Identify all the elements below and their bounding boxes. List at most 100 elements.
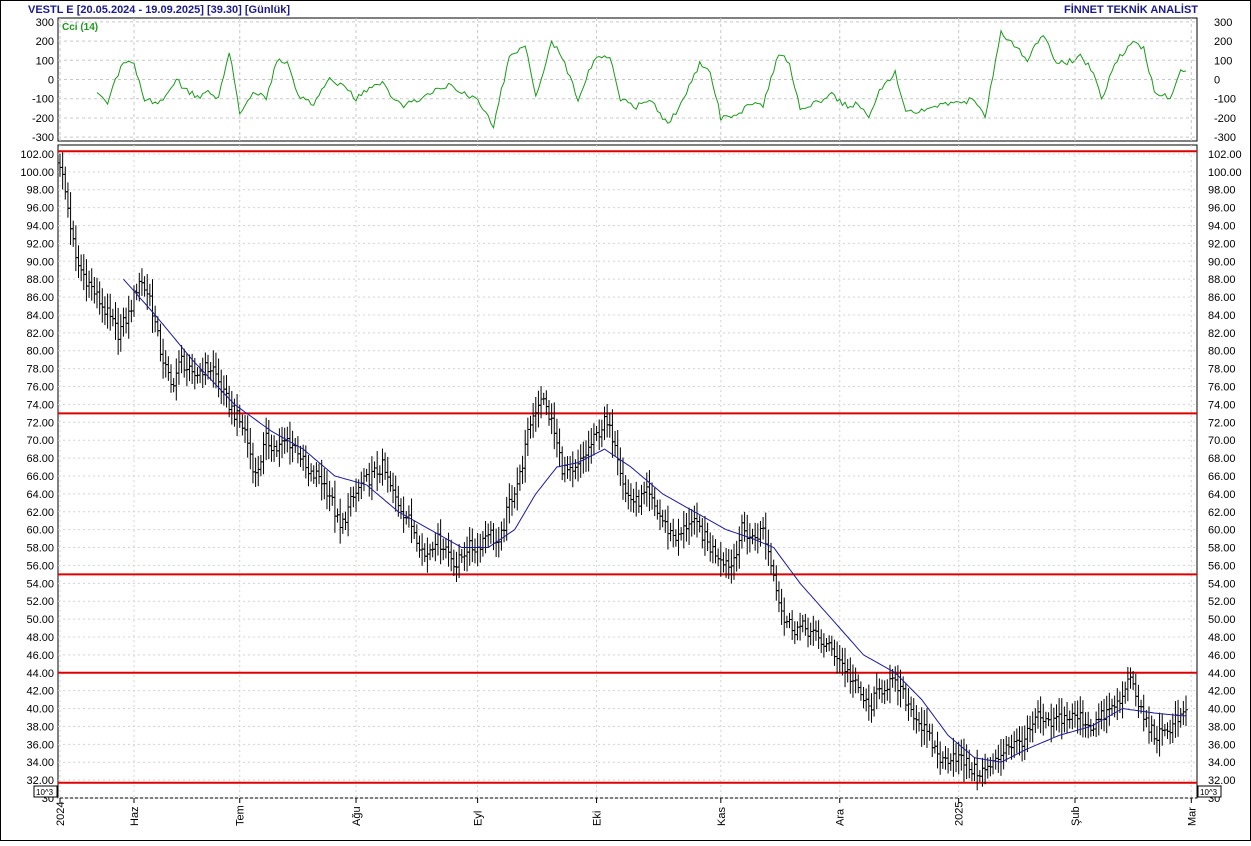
cci-tick-label-right: 100 [1214,55,1232,67]
svg-text:10^3: 10^3 [1200,788,1218,797]
cci-tick-label-left: 100 [36,55,54,67]
price-tick-label-left: 64.00 [26,489,54,501]
price-tick-label-right: 94.00 [1208,221,1236,233]
price-tick-label-right: 56.00 [1208,560,1236,572]
price-tick-label-left: 74.00 [26,399,54,411]
price-tick-label-left: 58.00 [26,543,54,555]
x-tick-label: Eyl [473,811,485,826]
price-tick-label-left: 90.00 [26,256,54,268]
cci-tick-label-right: -300 [1214,132,1236,144]
price-tick-label-right: 80.00 [1208,346,1236,358]
price-tick-label-left: 86.00 [26,292,54,304]
price-tick-label-right: 38.00 [1208,721,1236,733]
cci-tick-label-right: -200 [1214,113,1236,125]
price-tick-label-right: 86.00 [1208,292,1236,304]
price-tick-label-right: 96.00 [1208,203,1236,215]
price-tick-label-right: 70.00 [1208,435,1236,447]
price-tick-label-left: 102.00 [20,149,54,161]
x-tick-label: Ağu [351,806,363,826]
price-panel-frame [57,144,1198,799]
svg-text:10^3: 10^3 [36,788,54,797]
moving-average-series [123,278,1186,763]
price-tick-label-right: 64.00 [1208,489,1236,501]
price-tick-label-left: 84.00 [26,310,54,322]
price-tick-label-left: 80.00 [26,346,54,358]
price-tick-label-right: 66.00 [1208,471,1236,483]
price-tick-label-left: 56.00 [26,560,54,572]
price-tick-label-right: 90.00 [1208,256,1236,268]
price-tick-label-left: 40.00 [26,704,54,716]
price-tick-label-left: 60.00 [26,525,54,537]
price-tick-label-left: 72.00 [26,417,54,429]
x-tick-label: Mar [1186,807,1198,826]
horizontal-levels [58,150,1197,784]
price-tick-label-right: 50.00 [1208,614,1236,626]
x-tick-label: 2025 [954,802,966,826]
price-tick-label-right: 48.00 [1208,632,1236,644]
chart-title: VESTL E [20.05.2024 - 19.09.2025] [39.30… [28,4,290,16]
price-tick-label-left: 36.00 [26,739,54,751]
price-tick-label-left: 78.00 [26,364,54,376]
price-tick-label-left: 34.00 [26,757,54,769]
price-tick-label-right: 34.00 [1208,757,1236,769]
price-tick-label-left: 82.00 [26,328,54,340]
price-tick-label-left: 88.00 [26,274,54,286]
x-tick-label: Kas [716,807,728,826]
moving-average [123,278,1186,763]
date-x-axis: 2024HazTemAğuEylEkiKasAra2025ŞubMarNisMa… [55,798,1198,826]
cci-tick-label-right: 200 [1214,36,1232,48]
x-tick-label: 2024 [55,802,67,826]
x-tick-label: Eki [592,811,604,826]
price-tick-label-right: 82.00 [1208,328,1236,340]
scale-marker-right: 10^3 [1197,785,1222,798]
price-tick-label-right: 88.00 [1208,274,1236,286]
cci-tick-label-right: -100 [1214,94,1236,106]
price-tick-label-right: 74.00 [1208,399,1236,411]
price-tick-label-right: 100.00 [1208,167,1242,179]
price-tick-label-left: 38.00 [26,721,54,733]
cci-tick-label-left: -100 [32,94,54,106]
price-tick-label-left: 100.00 [20,167,54,179]
price-tick-label-right: 40.00 [1208,704,1236,716]
price-tick-label-left: 66.00 [26,471,54,483]
price-tick-label-left: 94.00 [26,221,54,233]
cci-tick-label-left: 0 [48,75,54,87]
price-tick-label-right: 84.00 [1208,310,1236,322]
price-tick-label-right: 32.00 [1208,775,1236,787]
price-tick-label-left: 48.00 [26,632,54,644]
x-tick-label: Ara [835,808,847,826]
price-tick-label-left: 98.00 [26,185,54,197]
price-tick-label-left: 96.00 [26,203,54,215]
price-tick-label-right: 68.00 [1208,453,1236,465]
price-tick-label-right: 60.00 [1208,525,1236,537]
scale-marker-left: 10^3 [33,785,58,798]
price-tick-label-left: 68.00 [26,453,54,465]
price-tick-label-right: 46.00 [1208,650,1236,662]
cci-series [96,29,1187,130]
price-tick-label-left: 76.00 [26,382,54,394]
price-bars [58,152,1188,791]
price-tick-label-left: 50.00 [26,614,54,626]
brand-label: FİNNET TEKNİK ANALİST [1064,3,1198,16]
price-tick-label-right: 78.00 [1208,364,1236,376]
x-tick-label: Şub [1070,806,1082,826]
price-tick-label-right: 76.00 [1208,382,1236,394]
cci-tick-label-left: 200 [36,36,54,48]
price-tick-label-right: 52.00 [1208,596,1236,608]
price-tick-label-left: 32.00 [26,775,54,787]
price-tick-label-left: 52.00 [26,596,54,608]
price-tick-label-left: 62.00 [26,507,54,519]
cci-tick-label-left: 300 [36,17,54,29]
price-tick-label-left: 70.00 [26,435,54,447]
x-tick-label: Haz [129,806,141,826]
price-tick-label-right: 62.00 [1208,507,1236,519]
price-tick-label-right: 58.00 [1208,543,1236,555]
price-tick-label-right: 44.00 [1208,668,1236,680]
price-tick-label-right: 42.00 [1208,686,1236,698]
price-tick-label-left: 42.00 [26,686,54,698]
price-tick-label-right: 102.00 [1208,149,1242,161]
price-tick-label-right: 72.00 [1208,417,1236,429]
price-tick-label-right: 36.00 [1208,739,1236,751]
